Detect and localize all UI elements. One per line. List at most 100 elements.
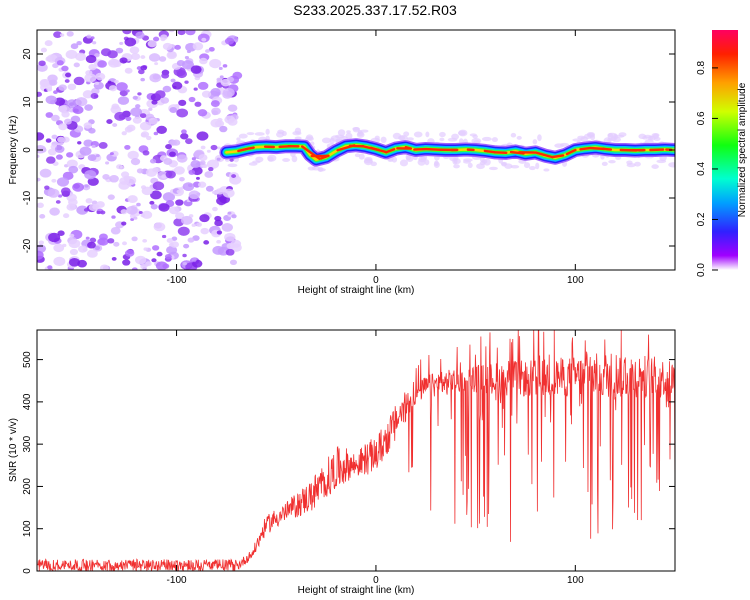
- trace-halo: [491, 137, 498, 143]
- noise-blob: [152, 36, 160, 42]
- noise-blob: [98, 141, 108, 149]
- noise-blob: [124, 37, 137, 47]
- noise-blob: [197, 81, 209, 90]
- x-tick-label: 100: [567, 575, 584, 586]
- noise-blob: [73, 62, 80, 68]
- noise-blob: [111, 256, 117, 261]
- noise-blob: [88, 203, 99, 212]
- noise-blob: [227, 211, 232, 215]
- y-tick-label: 100: [22, 520, 33, 537]
- trace-halo: [346, 130, 351, 134]
- noise-blob: [211, 107, 221, 115]
- noise-blob: [132, 116, 142, 124]
- noise-blob: [195, 176, 200, 180]
- noise-blob: [40, 47, 47, 53]
- noise-blob: [152, 181, 165, 191]
- noise-blob: [126, 205, 138, 215]
- trace-halo: [447, 137, 458, 142]
- trace-halo: [321, 137, 332, 144]
- trace-halo: [528, 165, 536, 171]
- noise-blob: [105, 161, 110, 165]
- trace-halo: [516, 135, 522, 140]
- noise-blob: [37, 202, 44, 209]
- trace-halo: [291, 155, 298, 163]
- noise-blob: [165, 170, 176, 179]
- noise-blob: [150, 190, 162, 200]
- noise-blob: [127, 150, 139, 160]
- noise-blob: [210, 144, 218, 151]
- noise-blob: [229, 158, 234, 162]
- noise-blob: [176, 108, 189, 118]
- noise-blob: [174, 104, 180, 108]
- noise-blob: [38, 240, 45, 245]
- noise-blob: [130, 107, 143, 117]
- noise-blob: [45, 112, 54, 118]
- noise-blob: [209, 58, 222, 69]
- noise-blob: [76, 40, 82, 46]
- noise-blob: [75, 52, 87, 62]
- noise-blob: [58, 123, 68, 131]
- noise-blob: [200, 227, 209, 235]
- noise-blob: [188, 190, 200, 200]
- x-tick-label: -100: [167, 275, 187, 286]
- colorbar-tick-label: 0.8: [696, 61, 707, 75]
- noise-blob: [206, 149, 211, 153]
- trace-halo: [611, 136, 621, 143]
- noise-blob: [163, 158, 173, 165]
- noise-blob: [51, 114, 60, 122]
- noise-blob: [84, 184, 89, 188]
- noise-blob: [181, 215, 193, 225]
- noise-blob: [88, 63, 97, 71]
- noise-blob: [130, 217, 135, 222]
- trace-halo: [608, 160, 616, 164]
- noise-blob: [224, 232, 236, 242]
- trace-peak: [369, 146, 388, 154]
- trace-halo: [481, 136, 492, 142]
- noise-blob: [129, 46, 140, 54]
- noise-blob: [188, 96, 196, 103]
- noise-blob: [107, 80, 112, 84]
- noise-blob: [44, 40, 53, 47]
- snr-plot-area: [37, 330, 675, 571]
- noise-blob: [113, 241, 120, 247]
- noise-blob: [119, 90, 128, 97]
- noise-blob: [176, 59, 185, 67]
- y-tick-label: 0: [22, 147, 33, 153]
- noise-blob: [162, 85, 172, 93]
- noise-blob: [162, 192, 176, 202]
- noise-blob: [102, 173, 110, 180]
- noise-blob: [178, 99, 187, 106]
- noise-blob: [214, 219, 223, 227]
- noise-blob: [182, 262, 187, 266]
- trace-halo: [543, 168, 550, 172]
- noise-blob: [231, 214, 237, 219]
- noise-blob: [65, 49, 78, 60]
- trace-halo: [294, 127, 302, 135]
- noise-blob: [182, 253, 187, 258]
- noise-blob: [51, 134, 58, 140]
- noise-blob: [173, 166, 185, 175]
- trace-halo: [265, 128, 270, 135]
- noise-blob: [135, 104, 141, 109]
- noise-blob: [139, 121, 152, 131]
- noise-blob: [109, 152, 114, 156]
- spectrogram-x-axis-label: Height of straight line (km): [298, 285, 415, 296]
- noise-blob: [97, 60, 107, 68]
- noise-blob: [52, 63, 59, 69]
- noise-blob: [132, 95, 138, 100]
- noise-blob: [181, 129, 187, 134]
- noise-blob: [148, 117, 158, 125]
- noise-blob: [187, 237, 195, 243]
- y-tick-label: 500: [22, 351, 33, 368]
- trace-halo: [305, 136, 314, 142]
- noise-blob: [68, 258, 81, 267]
- noise-blob: [107, 50, 118, 59]
- noise-blob: [149, 158, 157, 164]
- noise-blob: [47, 188, 60, 198]
- noise-blob: [218, 66, 223, 70]
- noise-blob: [55, 154, 63, 160]
- trace-halo: [246, 132, 255, 136]
- trace-peak: [551, 154, 565, 159]
- noise-blob: [141, 210, 153, 219]
- noise-blob: [149, 200, 155, 205]
